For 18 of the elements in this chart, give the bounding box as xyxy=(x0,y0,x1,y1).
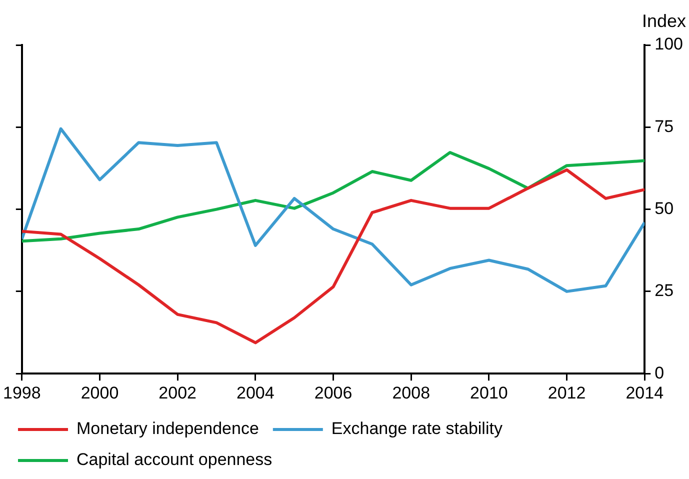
x-tick-label: 2002 xyxy=(158,383,197,402)
x-tick-label: 2008 xyxy=(392,383,430,402)
legend-label: Monetary independence xyxy=(76,419,259,438)
legend-label: Capital account openness xyxy=(76,450,272,470)
y-tick-label: 50 xyxy=(654,198,674,218)
legend-label: Exchange rate stability xyxy=(331,419,503,438)
x-tick-label: 2014 xyxy=(626,383,664,402)
x-tick-label: 2000 xyxy=(80,383,119,402)
y-tick-label: 75 xyxy=(654,116,674,136)
y-tick-label: 25 xyxy=(654,281,674,300)
x-tick-label: 2004 xyxy=(236,383,274,402)
y-tick-label: 0 xyxy=(654,363,664,382)
y-tick-label: 100 xyxy=(654,34,684,54)
y-axis-title: Index xyxy=(642,10,686,31)
x-tick-label: 2006 xyxy=(314,383,352,402)
x-tick-label: 2010 xyxy=(470,383,508,402)
x-tick-label: 1998 xyxy=(2,383,41,402)
x-tick-label: 2012 xyxy=(548,383,586,402)
